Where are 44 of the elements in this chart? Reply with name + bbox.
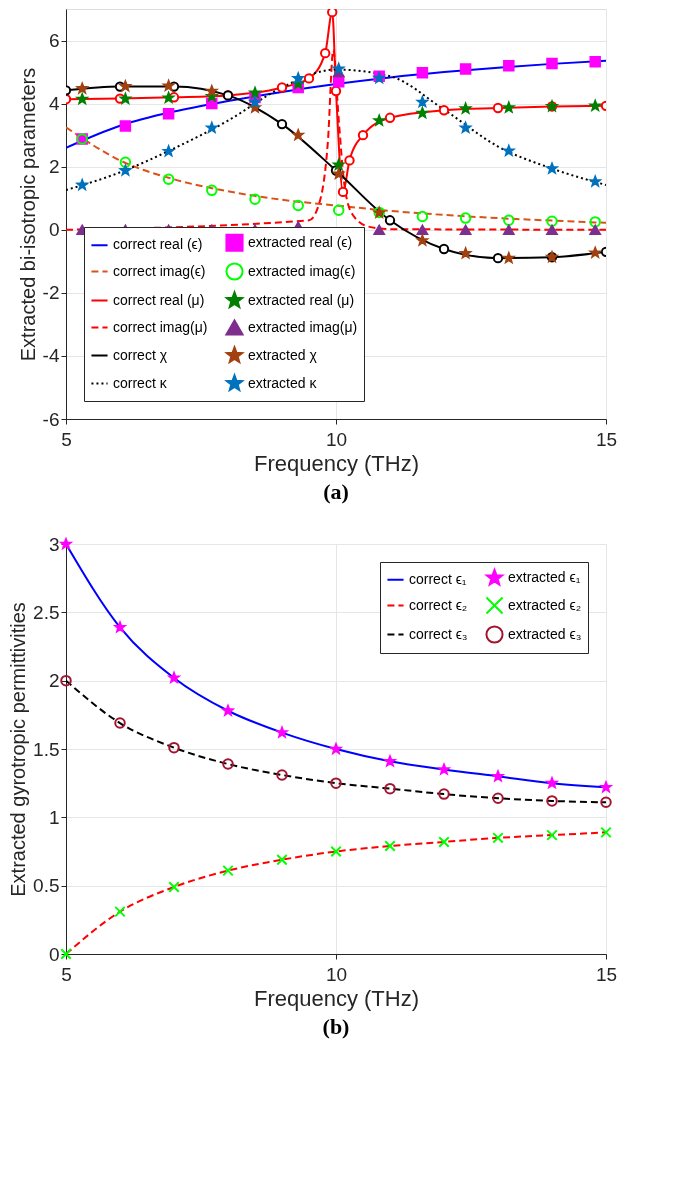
x-tick-label: 15 bbox=[595, 428, 618, 450]
legend-label: extracted ϵ₂ bbox=[508, 596, 582, 613]
legend-label: correct real (μ) bbox=[113, 291, 205, 308]
y-tick-label: 6 bbox=[48, 30, 60, 52]
y-tick-label: 0 bbox=[48, 943, 60, 965]
legend-label: extracted χ bbox=[248, 346, 318, 363]
text: (a) bbox=[323, 479, 349, 504]
x-axis-title: Frequency (THz) bbox=[253, 985, 420, 1011]
x-tick-label: 5 bbox=[61, 428, 72, 450]
y-tick-label: 2 bbox=[48, 156, 60, 178]
legend-label: correct ϵ₃ bbox=[409, 625, 468, 642]
legend-label: extracted ϵ₃ bbox=[508, 625, 582, 642]
legend-label: correct ϵ₂ bbox=[409, 596, 468, 613]
y-axis-title: Extracted bi-isotropic parameters bbox=[16, 67, 39, 362]
legend-label: extracted imag(μ) bbox=[248, 318, 358, 335]
legend-label: extracted real (μ) bbox=[248, 291, 355, 308]
y-tick-label: 2.5 bbox=[33, 601, 60, 623]
y-tick-label: 2 bbox=[48, 670, 60, 692]
x-axis-title: Frequency (THz) bbox=[253, 450, 420, 476]
x-tick-label: 10 bbox=[325, 428, 348, 450]
x-tick-label: 10 bbox=[325, 963, 348, 985]
legend-label: correct ϵ₁ bbox=[409, 570, 467, 587]
y-tick-label: -4 bbox=[42, 345, 60, 367]
y-tick-label: -2 bbox=[42, 282, 60, 304]
legend-label: correct κ bbox=[113, 374, 168, 391]
text: (b) bbox=[322, 1014, 350, 1039]
legend-label: extracted imag(ϵ) bbox=[248, 262, 356, 279]
y-tick-label: 1 bbox=[48, 806, 60, 828]
y-tick-label: 0.5 bbox=[33, 875, 60, 897]
legend-label: extracted ϵ₁ bbox=[508, 568, 581, 585]
y-tick-label: 0 bbox=[48, 219, 60, 241]
y-tick-label: 4 bbox=[48, 93, 60, 115]
legend-label: extracted real (ϵ) bbox=[248, 233, 353, 250]
legend-label: correct χ bbox=[113, 346, 168, 363]
y-tick-label: 3 bbox=[48, 533, 60, 555]
x-tick-label: 5 bbox=[61, 963, 72, 985]
legend-label: correct imag(μ) bbox=[113, 318, 208, 335]
legend-label: correct imag(ϵ) bbox=[113, 262, 206, 279]
y-axis-title: Extracted gyrotropic permittivities bbox=[7, 602, 30, 897]
legend-label: extracted κ bbox=[248, 374, 318, 391]
x-tick-label: 15 bbox=[595, 963, 618, 985]
y-tick-label: 1.5 bbox=[33, 738, 60, 760]
legend-label: correct real (ϵ) bbox=[113, 236, 203, 253]
y-tick-label: -6 bbox=[42, 408, 60, 430]
